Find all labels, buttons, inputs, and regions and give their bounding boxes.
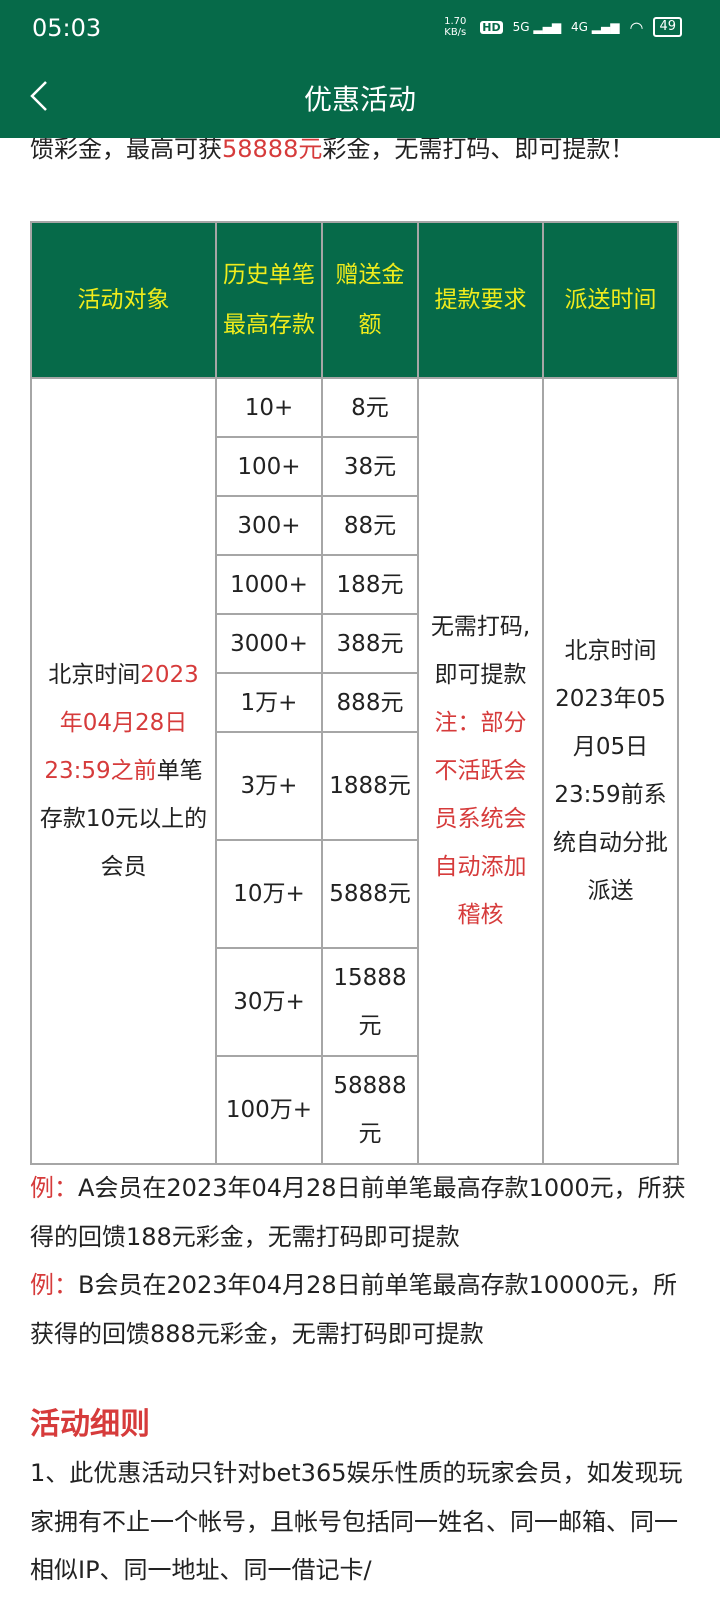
- example-text: A会员在2023年04月28日前单笔最高存款1000元，所获得的回馈188元彩金…: [30, 1174, 686, 1251]
- intro-text-part: 彩金，无需打码、即可提款！: [322, 135, 635, 163]
- example-label: 例：: [30, 1174, 78, 1202]
- example-text: B会员在2023年04月28日前单笔最高存款10000元，所获得的回馈888元彩…: [30, 1271, 677, 1348]
- withdraw-cell: 无需打码,即可提款注：部分不活跃会员系统会自动添加稽核: [417, 377, 544, 1165]
- bonus-cell: 8元: [321, 377, 419, 438]
- promo-table: 活动对象 历史单笔最高存款 赠送金额 提款要求 派送时间 北京时间2023年04…: [30, 221, 679, 1165]
- target-text: 单笔存款10元以上的会员: [39, 758, 208, 880]
- signal-label: 5G: [512, 20, 530, 34]
- signal-4g-icon: 4G ▂▄▆: [571, 20, 620, 34]
- deposit-cell: 1000+: [215, 554, 323, 615]
- table-row: 3000+ 388元: [31, 613, 678, 674]
- target-cell: 北京时间2023年04月28日23:59之前单笔存款10元以上的会员: [30, 377, 217, 1165]
- deposit-cell: 3万+: [215, 731, 323, 841]
- header-withdraw: 提款要求: [417, 221, 544, 379]
- table-row: 100万+ 58888元: [31, 1055, 678, 1165]
- rules-heading: 活动细则: [30, 1407, 150, 1442]
- rules-item: 1、此优惠活动只针对bet365娱乐性质的玩家会员，如发现玩家拥有不止一个帐号，…: [30, 1459, 683, 1584]
- bonus-cell: 1888元: [321, 731, 419, 841]
- bonus-cell: 888元: [321, 672, 419, 733]
- chevron-left-icon: [30, 81, 47, 111]
- deposit-cell: 30万+: [215, 947, 323, 1057]
- table-row: 300+ 88元: [31, 495, 678, 556]
- header-delivery: 派送时间: [542, 221, 679, 379]
- deposit-cell: 10+: [215, 377, 323, 438]
- signal-5g-icon: 5G ▂▄▆: [512, 20, 562, 34]
- delivery-cell: 北京时间2023年05月05日23:59前系统自动分批派送: [542, 377, 679, 1165]
- deposit-cell: 3000+: [215, 613, 323, 674]
- bonus-cell: 88元: [321, 495, 419, 556]
- net-speed: 1.70 KB/s: [444, 16, 467, 38]
- signal-label: 4G: [571, 20, 588, 34]
- table-row: 30万+ 15888元: [31, 947, 678, 1057]
- max-bonus-highlight: 58888元: [222, 135, 323, 163]
- example-item: 例：B会员在2023年04月28日前单笔最高存款10000元，所获得的回馈888…: [30, 1261, 700, 1358]
- header-bonus: 赠送金额: [321, 221, 419, 379]
- withdraw-text: 无需打码,即可提款: [430, 614, 531, 688]
- hd-icon: HD: [480, 20, 503, 34]
- page-title: 优惠活动: [303, 83, 416, 116]
- table-row: 1000+ 188元: [31, 554, 678, 615]
- nav-bar: 优惠活动: [0, 56, 720, 138]
- bonus-cell: 388元: [321, 613, 419, 674]
- status-bar: 05:03 1.70 KB/s HD 5G ▂▄▆ 4G ▂▄▆ ◠ 49: [0, 0, 720, 56]
- intro-text-part: 馈彩金，最高可获: [30, 135, 222, 163]
- deposit-cell: 100+: [215, 436, 323, 497]
- table-header-row: 活动对象 历史单笔最高存款 赠送金额 提款要求 派送时间: [30, 221, 679, 379]
- example-item: 例：A会员在2023年04月28日前单笔最高存款1000元，所获得的回馈188元…: [30, 1164, 700, 1261]
- withdraw-note: 注：部分不活跃会员系统会自动添加稽核: [434, 710, 527, 928]
- bonus-cell: 15888元: [321, 947, 419, 1057]
- bonus-cell: 5888元: [321, 839, 419, 949]
- bonus-cell: 58888元: [321, 1055, 419, 1165]
- table-row: 1万+ 888元: [31, 672, 678, 733]
- header-target: 活动对象: [30, 221, 217, 379]
- examples: 例：A会员在2023年04月28日前单笔最高存款1000元，所获得的回馈188元…: [30, 1164, 700, 1358]
- example-label: 例：: [30, 1271, 78, 1299]
- wifi-icon: ◠: [629, 17, 644, 37]
- header-deposit: 历史单笔最高存款: [215, 221, 323, 379]
- status-time: 05:03: [32, 14, 102, 42]
- deposit-cell: 100万+: [215, 1055, 323, 1165]
- deposit-cell: 1万+: [215, 672, 323, 733]
- target-deadline: 2023年04月28日23:59之前: [44, 662, 199, 784]
- table-row: 10万+ 5888元: [31, 839, 678, 949]
- table-row: 100+ 38元: [31, 436, 678, 497]
- status-icons: 1.70 KB/s HD 5G ▂▄▆ 4G ▂▄▆ ◠ 49: [440, 16, 682, 38]
- deposit-cell: 10万+: [215, 839, 323, 949]
- bonus-cell: 38元: [321, 436, 419, 497]
- table-row: 北京时间2023年04月28日23:59之前单笔存款10元以上的会员 10+ 8…: [30, 377, 679, 1165]
- back-button[interactable]: [22, 76, 62, 116]
- table-row: 3万+ 1888元: [31, 731, 678, 841]
- bonus-cell: 188元: [321, 554, 419, 615]
- target-text: 北京时间: [48, 662, 141, 688]
- intro-text: 馈彩金，最高可获58888元彩金，无需打码、即可提款！: [30, 124, 690, 174]
- deposit-cell: 300+: [215, 495, 323, 556]
- battery-icon: 49: [653, 17, 682, 37]
